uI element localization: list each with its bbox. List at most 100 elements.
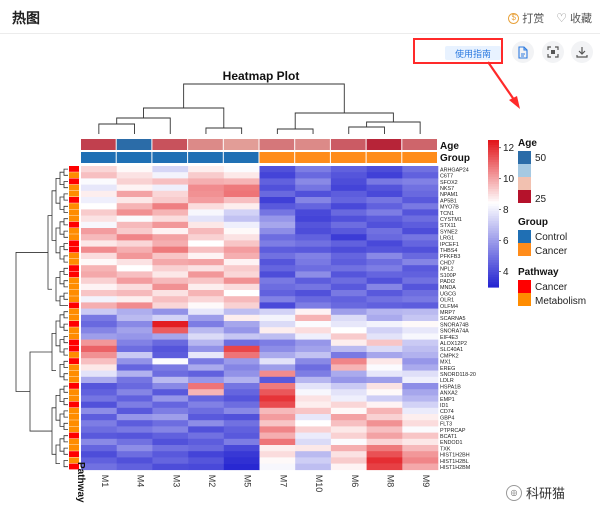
column-dendrogram-branch xyxy=(98,123,136,134)
row-label: ALOX12P2 xyxy=(440,341,467,347)
heatmap-cell xyxy=(259,252,296,260)
column-label: M6 xyxy=(350,475,360,488)
heatmap-cell xyxy=(223,190,260,198)
tip-button[interactable]: $ 打赏 xyxy=(508,10,544,26)
heatmap-cell xyxy=(402,290,439,297)
download-button[interactable] xyxy=(571,41,593,63)
heatmap-cell xyxy=(188,376,225,384)
fullscreen-button[interactable] xyxy=(542,41,564,63)
heatmap-cell xyxy=(81,166,117,173)
row-dendrogram-branch xyxy=(63,280,68,288)
heatmap-cell xyxy=(223,290,260,297)
heatmap-cell xyxy=(223,364,260,371)
row-label: EREG xyxy=(440,366,455,372)
color-scale-segment xyxy=(488,164,499,168)
heatmap-cell xyxy=(402,327,439,334)
row-dendrogram-branch xyxy=(63,348,68,356)
age-legend: Age 50 25 xyxy=(518,138,547,205)
column-label: M9 xyxy=(421,475,431,488)
heatmap-cell xyxy=(259,166,296,173)
heatmap-cell xyxy=(223,314,260,322)
heatmap-cell xyxy=(188,178,225,185)
heatmap-cell xyxy=(402,246,439,254)
color-scale-segment xyxy=(488,215,499,219)
heatmap-cell xyxy=(223,420,260,427)
color-scale-segment xyxy=(488,176,499,180)
color-scale-segment xyxy=(488,250,499,254)
group-legend-label-cancer: Cancer xyxy=(535,246,568,257)
heatmap-cell xyxy=(223,221,260,229)
heatmap-cell xyxy=(259,314,296,322)
heatmap-cell xyxy=(81,364,117,371)
color-scale-segment xyxy=(488,242,499,246)
heatmap-cell xyxy=(81,290,117,297)
pathway-anno-cell xyxy=(69,265,79,271)
color-scale-segment xyxy=(488,142,499,146)
heatmap-cell xyxy=(295,345,332,353)
heatmap-cell xyxy=(81,283,117,291)
heatmap-cell xyxy=(116,259,153,266)
heatmap-cell xyxy=(259,383,296,390)
heatmap-cell xyxy=(81,178,117,185)
row-label: UGCG xyxy=(440,291,456,297)
heatmap-cell xyxy=(366,376,403,384)
heatmap-cell xyxy=(259,228,296,235)
row-dendrogram-branch xyxy=(55,177,60,204)
heatmap-cell xyxy=(330,166,367,173)
watermark: ◎ 科研猫 xyxy=(506,483,565,502)
heatmap-cell xyxy=(188,333,225,340)
heatmap-cell xyxy=(330,451,367,458)
heatmap-cell xyxy=(152,271,189,278)
heatmap-cell xyxy=(152,290,189,297)
heatmap-cell xyxy=(259,265,296,272)
heatmap-cell xyxy=(223,438,260,446)
heatmap-cell xyxy=(295,438,332,446)
column-dendrogram xyxy=(98,83,421,134)
heatmap-cell xyxy=(295,463,332,471)
color-scale-segment xyxy=(488,208,499,212)
heatmap-cell xyxy=(188,271,225,278)
heatmap-cell xyxy=(402,407,439,415)
heatmap-cell xyxy=(188,457,225,464)
guide-button[interactable]: 使用指南 xyxy=(445,46,501,60)
heatmap-cell xyxy=(259,308,296,316)
heatmap-cell xyxy=(402,339,439,347)
heatmap-cell xyxy=(116,445,153,452)
tip-label: 打赏 xyxy=(522,13,545,25)
heatmap-cell xyxy=(116,352,153,359)
row-label: HIST1H2BL xyxy=(440,459,469,465)
heatmap-cell xyxy=(402,364,439,371)
color-scale-segment xyxy=(488,218,499,222)
age-anno-cell xyxy=(295,139,330,150)
row-label: SNORA74B xyxy=(440,322,469,328)
color-scale-segment xyxy=(488,245,499,249)
color-scale-segment xyxy=(488,169,499,173)
heatmap-cell xyxy=(366,209,403,216)
chart-title: Heatmap Plot xyxy=(223,69,300,83)
heatmap-cell xyxy=(330,426,367,433)
heatmap-cell xyxy=(152,252,189,260)
group-legend: Group Control Cancer xyxy=(518,217,568,257)
heatmap-cell xyxy=(402,414,439,421)
row-dendrogram-branch xyxy=(63,447,68,455)
heatmap-cell xyxy=(223,389,260,396)
pathway-anno-cell xyxy=(69,345,79,352)
heatmap-cell xyxy=(330,209,367,216)
favorite-button[interactable]: ♡ 收藏 xyxy=(556,10,592,26)
heatmap-cell xyxy=(402,259,439,266)
row-label: TXK xyxy=(440,446,451,452)
heatmap-cell xyxy=(188,438,225,446)
heatmap-cell xyxy=(188,314,225,322)
pathway-anno-cell xyxy=(69,197,79,203)
row-label: STX11 xyxy=(440,223,456,229)
column-label: M5 xyxy=(243,475,253,488)
heatmap-cells xyxy=(81,166,439,471)
heatmap-cell xyxy=(295,395,332,402)
heatmap-cell xyxy=(259,364,296,371)
heatmap-cell xyxy=(81,438,117,446)
age-anno-cell xyxy=(402,139,437,150)
heatmap-cell xyxy=(330,401,367,409)
pdf-button[interactable] xyxy=(512,41,534,63)
column-label: M2 xyxy=(207,475,217,488)
color-scale-segment xyxy=(488,154,499,158)
